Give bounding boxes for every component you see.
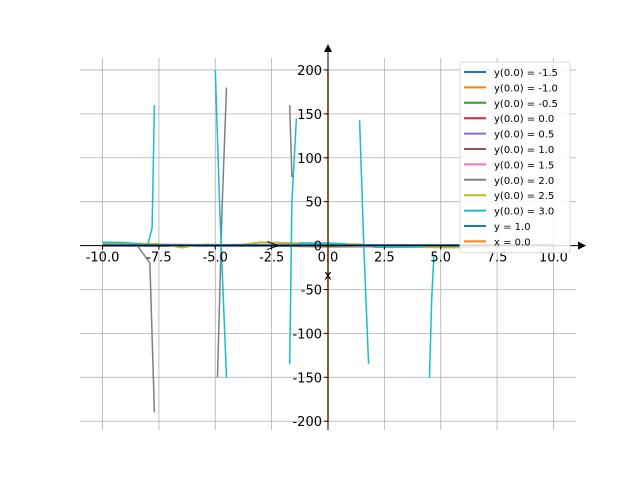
series-line-9 [214,69,228,378]
series-line-7 [288,105,293,178]
series-line-9 [102,105,156,246]
legend-entry: y(0.0) = 1.5 [494,160,554,171]
x-tick-label: 5.0 [430,251,451,266]
x-tick-label: -10.0 [86,251,120,266]
series-line-9 [358,119,370,365]
x-tick-label: 7.5 [487,251,508,266]
legend-entry: y = 1.0 [494,222,531,233]
y-tick-label: 50 [305,196,322,211]
x-tick-label: 10.0 [539,251,568,266]
legend-entry: y(0.0) = 0.5 [494,130,554,141]
legend: y(0.0) = -1.5 y(0.0) = -1.0 y(0.0) = -0.5 y… [459,61,571,254]
y-axis-arrow [324,44,332,52]
legend-entry: y(0.0) = 3.0 [494,207,554,218]
x-tick-label: -2.5 [259,251,284,266]
legend-entry: y(0.0) = -1.0 [494,83,558,94]
tick-labels: -10.0 -7.5 -5.0 -2.5 0.0 2.5 5.0 7.5 10.0 -200 -15… [86,64,568,430]
legend-entry: x = 0.0 [494,237,531,248]
legend-box [459,61,571,254]
y-tick-label: -100 [292,327,322,342]
x-axis-label-group: x [324,269,332,284]
legend-entry: y(0.0) = 2.0 [494,176,554,187]
series-line-9 [298,242,347,245]
x-tick-label: -7.5 [146,251,171,266]
x-axis-arrow [578,241,586,250]
series-line-9 [373,245,425,249]
y-tick-label: -150 [292,371,322,386]
y-tick-label: -50 [301,283,322,298]
x-tick-label: 2.5 [374,251,395,266]
y-tick-label: 200 [297,64,322,79]
legend-entry: y(0.0) = 0.0 [494,114,554,125]
legend-entry: y(0.0) = 1.0 [494,145,554,156]
series-line-9 [288,118,298,365]
x-axis-marker [266,241,280,251]
legend-entry: y(0.0) = -1.5 [494,68,558,79]
y-tick-label: -200 [292,415,322,430]
y-tick-label: 100 [297,152,322,167]
x-tick-label: 0.0 [318,251,339,266]
legend-entry: y(0.0) = 2.5 [494,191,554,202]
x-tick-label: -5.0 [203,251,228,266]
series-line-7 [216,87,228,378]
x-axis-label: x [324,269,332,284]
y-tick-label: 0 [314,240,322,255]
series-line-7 [102,243,156,413]
series-line-9 [428,254,435,378]
legend-entry: y(0.0) = -0.5 [494,99,558,110]
y-tick-label: 150 [297,108,322,123]
